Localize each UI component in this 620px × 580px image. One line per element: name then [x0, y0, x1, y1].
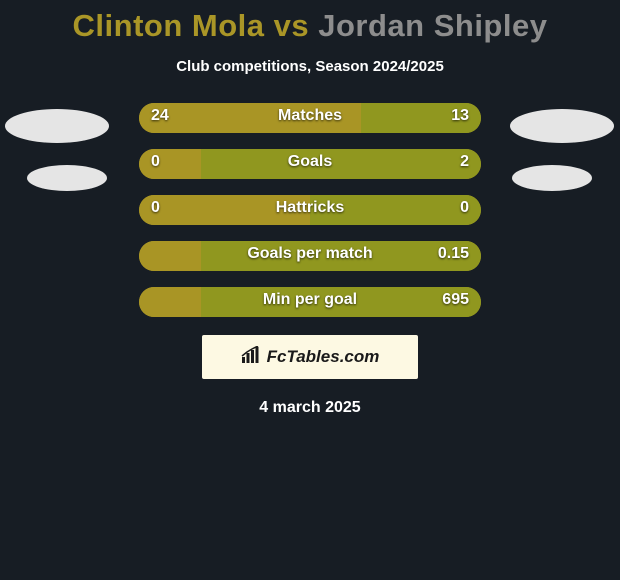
bar-value-right: 695 [442, 291, 469, 309]
bar-value-left: 24 [151, 107, 169, 125]
title-player1: Clinton Mola [73, 8, 265, 43]
avatar-left-2 [25, 163, 110, 193]
subtitle: Club competitions, Season 2024/2025 [176, 58, 444, 75]
stat-bar: Min per goal695 [139, 287, 481, 317]
bar-label: Matches [139, 107, 481, 125]
ellipse-icon [510, 163, 595, 193]
stat-bar: Goals per match0.15 [139, 241, 481, 271]
bar-value-right: 13 [451, 107, 469, 125]
bar-value-left: 0 [151, 199, 160, 217]
stat-bar: Matches24 13 [139, 103, 481, 133]
source-badge: FcTables.com [202, 335, 418, 379]
ellipse-icon [510, 109, 615, 143]
avatar-right-col [505, 103, 620, 317]
chart-icon [241, 346, 261, 369]
bar-label: Min per goal [139, 291, 481, 309]
bar-value-right: 0.15 [438, 245, 469, 263]
bar-value-right: 2 [460, 153, 469, 171]
avatar-left-1 [5, 109, 110, 143]
title-vs: vs [274, 8, 309, 43]
badge-text: FcTables.com [267, 347, 380, 367]
page-title: Clinton Mola vs Jordan Shipley [73, 8, 548, 44]
avatar-right-1 [510, 109, 615, 143]
ellipse-icon [5, 109, 110, 143]
stat-bar: Hattricks0 0 [139, 195, 481, 225]
bars-column: Matches2413Goals02Hattricks00Goals per m… [139, 103, 481, 317]
bar-value-left: 0 [151, 153, 160, 171]
title-player2: Jordan Shipley [318, 8, 547, 43]
date-label: 4 march 2025 [259, 399, 360, 417]
stat-bar: Goals0 2 [139, 149, 481, 179]
ellipse-icon [25, 163, 110, 193]
bar-label: Goals per match [139, 245, 481, 263]
bar-label: Hattricks [139, 199, 481, 217]
compare-area: Matches2413Goals02Hattricks00Goals per m… [0, 103, 620, 317]
bar-value-right: 0 [460, 199, 469, 217]
avatar-right-2 [510, 163, 595, 193]
avatar-left-col [0, 103, 115, 317]
bar-label: Goals [139, 153, 481, 171]
